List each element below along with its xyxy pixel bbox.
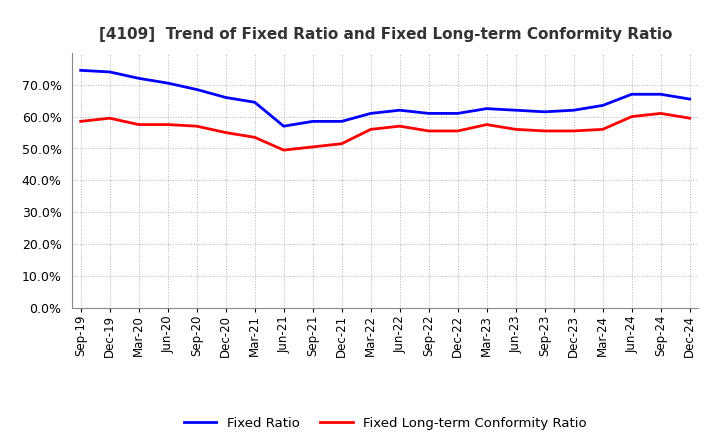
Fixed Long-term Conformity Ratio	[541, 128, 549, 134]
Fixed Ratio	[570, 107, 578, 113]
Line: Fixed Ratio: Fixed Ratio	[81, 70, 690, 126]
Fixed Long-term Conformity Ratio	[627, 114, 636, 119]
Fixed Ratio	[338, 119, 346, 124]
Fixed Long-term Conformity Ratio	[76, 119, 85, 124]
Fixed Long-term Conformity Ratio	[163, 122, 172, 127]
Fixed Ratio	[192, 87, 201, 92]
Fixed Ratio	[221, 95, 230, 100]
Fixed Long-term Conformity Ratio	[308, 144, 317, 150]
Fixed Ratio	[105, 69, 114, 74]
Fixed Long-term Conformity Ratio	[105, 116, 114, 121]
Fixed Long-term Conformity Ratio	[135, 122, 143, 127]
Fixed Ratio	[685, 96, 694, 102]
Fixed Ratio	[511, 107, 520, 113]
Fixed Long-term Conformity Ratio	[482, 122, 491, 127]
Fixed Ratio	[163, 81, 172, 86]
Fixed Ratio	[76, 68, 85, 73]
Title: [4109]  Trend of Fixed Ratio and Fixed Long-term Conformity Ratio: [4109] Trend of Fixed Ratio and Fixed Lo…	[99, 27, 672, 42]
Fixed Long-term Conformity Ratio	[279, 147, 288, 153]
Fixed Long-term Conformity Ratio	[221, 130, 230, 135]
Fixed Long-term Conformity Ratio	[598, 127, 607, 132]
Fixed Ratio	[657, 92, 665, 97]
Fixed Ratio	[251, 99, 259, 105]
Fixed Ratio	[627, 92, 636, 97]
Fixed Long-term Conformity Ratio	[251, 135, 259, 140]
Fixed Ratio	[395, 107, 404, 113]
Fixed Long-term Conformity Ratio	[511, 127, 520, 132]
Fixed Long-term Conformity Ratio	[657, 111, 665, 116]
Fixed Ratio	[424, 111, 433, 116]
Fixed Ratio	[279, 124, 288, 129]
Fixed Long-term Conformity Ratio	[570, 128, 578, 134]
Fixed Ratio	[482, 106, 491, 111]
Fixed Long-term Conformity Ratio	[192, 124, 201, 129]
Fixed Ratio	[135, 76, 143, 81]
Fixed Ratio	[598, 103, 607, 108]
Fixed Long-term Conformity Ratio	[395, 124, 404, 129]
Fixed Ratio	[366, 111, 375, 116]
Fixed Long-term Conformity Ratio	[338, 141, 346, 147]
Legend: Fixed Ratio, Fixed Long-term Conformity Ratio: Fixed Ratio, Fixed Long-term Conformity …	[179, 411, 592, 435]
Line: Fixed Long-term Conformity Ratio: Fixed Long-term Conformity Ratio	[81, 114, 690, 150]
Fixed Ratio	[308, 119, 317, 124]
Fixed Long-term Conformity Ratio	[685, 116, 694, 121]
Fixed Long-term Conformity Ratio	[424, 128, 433, 134]
Fixed Long-term Conformity Ratio	[454, 128, 462, 134]
Fixed Long-term Conformity Ratio	[366, 127, 375, 132]
Fixed Ratio	[454, 111, 462, 116]
Fixed Ratio	[541, 109, 549, 114]
